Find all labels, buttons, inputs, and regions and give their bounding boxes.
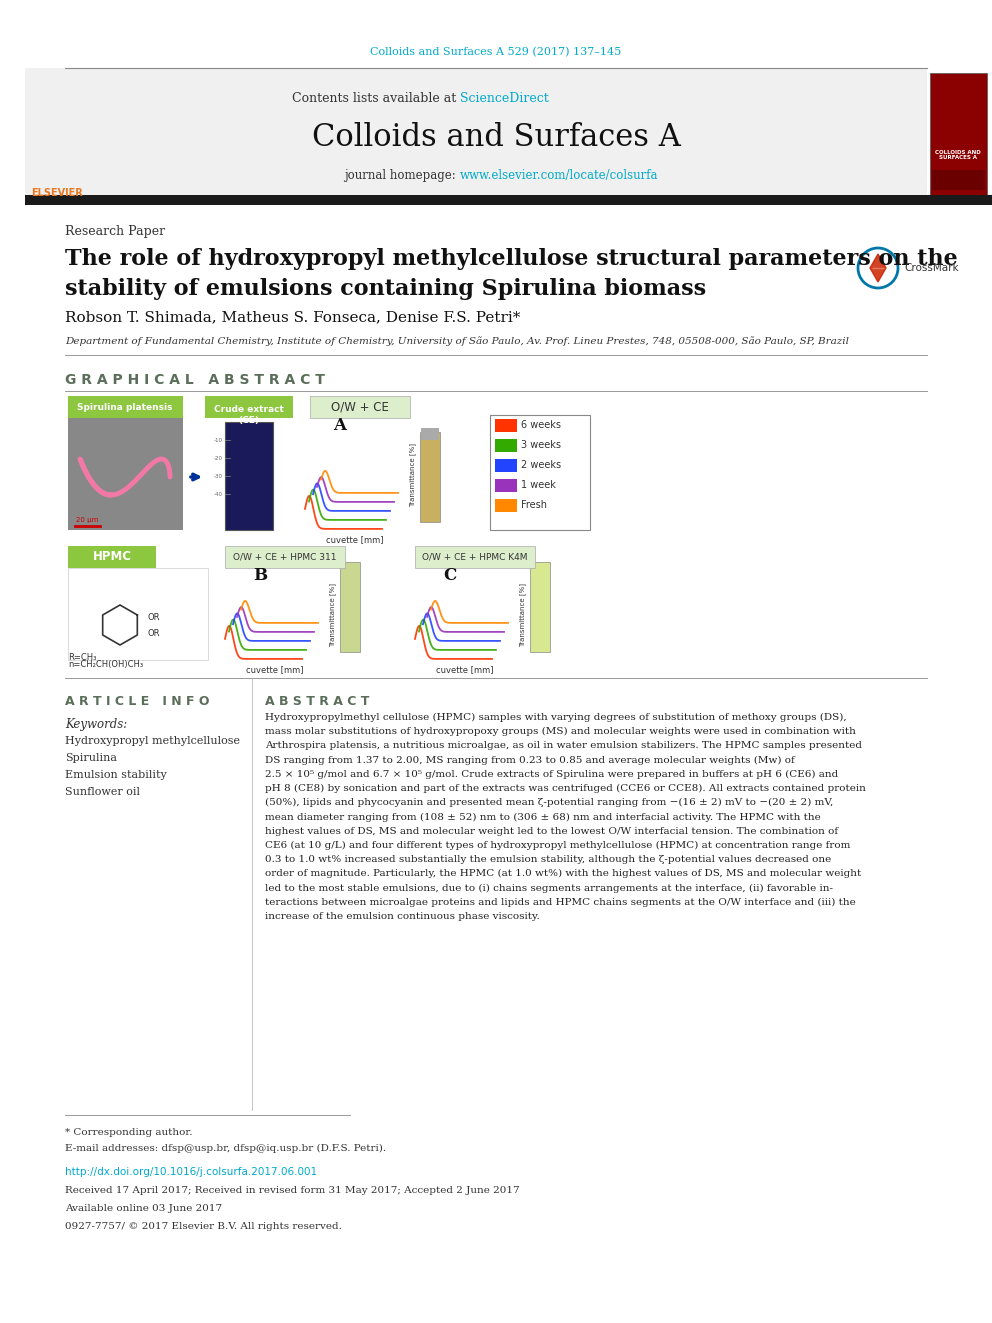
Text: Transmittance [%]: Transmittance [%] bbox=[520, 583, 527, 647]
Text: http://dx.doi.org/10.1016/j.colsurfa.2017.06.001: http://dx.doi.org/10.1016/j.colsurfa.201… bbox=[65, 1167, 317, 1177]
Bar bbox=[420, 433, 440, 523]
Bar bbox=[495, 419, 517, 433]
Bar bbox=[225, 422, 273, 531]
Text: cuvette [mm]: cuvette [mm] bbox=[326, 534, 384, 544]
Bar bbox=[68, 418, 183, 531]
Text: teractions between microalgae proteins and lipids and HPMC chains segments at th: teractions between microalgae proteins a… bbox=[265, 897, 856, 906]
Text: 1 week: 1 week bbox=[521, 480, 556, 490]
Text: -30: -30 bbox=[214, 474, 223, 479]
Text: Crude extract: Crude extract bbox=[214, 406, 284, 414]
Text: 2.5 × 10⁵ g/mol and 6.7 × 10⁵ g/mol. Crude extracts of Spirulina were prepared i: 2.5 × 10⁵ g/mol and 6.7 × 10⁵ g/mol. Cru… bbox=[265, 770, 838, 779]
Bar bbox=[495, 439, 517, 452]
Bar bbox=[495, 459, 517, 472]
Text: B: B bbox=[253, 566, 267, 583]
Text: Robson T. Shimada, Matheus S. Fonseca, Denise F.S. Petri*: Robson T. Shimada, Matheus S. Fonseca, D… bbox=[65, 310, 521, 324]
Text: O/W + CE: O/W + CE bbox=[331, 401, 389, 414]
Polygon shape bbox=[870, 254, 886, 282]
Text: pH 8 (CE8) by sonication and part of the extracts was centrifuged (CCE6 or CCE8): pH 8 (CE8) by sonication and part of the… bbox=[265, 785, 866, 792]
Bar bbox=[495, 499, 517, 512]
Bar bbox=[68, 396, 183, 418]
Bar bbox=[225, 546, 345, 568]
Bar bbox=[25, 67, 90, 194]
Text: stability of emulsions containing Spirulina biomass: stability of emulsions containing Spirul… bbox=[65, 278, 706, 300]
Text: Spirulina platensis: Spirulina platensis bbox=[77, 402, 173, 411]
Text: Sunflower oil: Sunflower oil bbox=[65, 787, 140, 796]
Text: -10: -10 bbox=[214, 438, 223, 442]
Text: CrossMark: CrossMark bbox=[904, 263, 958, 273]
Bar bbox=[310, 396, 410, 418]
Bar bbox=[490, 415, 590, 531]
Text: E-mail addresses: dfsp@usp.br, dfsp@iq.usp.br (D.F.S. Petri).: E-mail addresses: dfsp@usp.br, dfsp@iq.u… bbox=[65, 1144, 386, 1154]
Text: O/W + CE + HPMC K4M: O/W + CE + HPMC K4M bbox=[423, 553, 528, 561]
Text: 6 weeks: 6 weeks bbox=[521, 419, 561, 430]
Text: Transmittance [%]: Transmittance [%] bbox=[410, 443, 417, 507]
Text: COLLOIDS AND
SURFACES A: COLLOIDS AND SURFACES A bbox=[935, 149, 981, 160]
Text: OR: OR bbox=[148, 613, 161, 622]
Text: Arthrospira platensis, a nutritious microalgae, as oil in water emulsion stabili: Arthrospira platensis, a nutritious micr… bbox=[265, 741, 862, 750]
Text: Hydroxypropylmethyl cellulose (HPMC) samples with varying degrees of substitutio: Hydroxypropylmethyl cellulose (HPMC) sam… bbox=[265, 713, 846, 722]
Bar bbox=[930, 73, 987, 194]
Text: C: C bbox=[443, 566, 456, 583]
Bar bbox=[340, 562, 360, 652]
Text: journal homepage:: journal homepage: bbox=[344, 168, 460, 181]
Text: led to the most stable emulsions, due to (i) chains segments arrangements at the: led to the most stable emulsions, due to… bbox=[265, 884, 833, 893]
Bar bbox=[205, 396, 293, 418]
Bar bbox=[25, 194, 992, 205]
Bar bbox=[68, 546, 156, 568]
Text: Colloids and Surfaces A 529 (2017) 137–145: Colloids and Surfaces A 529 (2017) 137–1… bbox=[370, 46, 622, 57]
Text: Colloids and Surfaces A: Colloids and Surfaces A bbox=[311, 123, 681, 153]
Text: HPMC: HPMC bbox=[92, 550, 132, 564]
Text: CE6 (at 10 g/L) and four different types of hydroxypropyl methylcellulose (HPMC): CE6 (at 10 g/L) and four different types… bbox=[265, 841, 850, 849]
Bar bbox=[415, 546, 535, 568]
Text: mass molar substitutions of hydroxypropoxy groups (MS) and molecular weights wer: mass molar substitutions of hydroxypropo… bbox=[265, 728, 856, 737]
Text: Transmittance [%]: Transmittance [%] bbox=[329, 583, 336, 647]
Text: Fresh: Fresh bbox=[521, 500, 547, 509]
Text: ScienceDirect: ScienceDirect bbox=[460, 91, 549, 105]
Bar bbox=[530, 562, 550, 652]
Text: ELSEVIER: ELSEVIER bbox=[31, 188, 83, 198]
Text: cuvette [mm]: cuvette [mm] bbox=[436, 665, 494, 673]
Text: Department of Fundamental Chemistry, Institute of Chemistry, University of São P: Department of Fundamental Chemistry, Ins… bbox=[65, 336, 849, 345]
Text: 0927-7757/ © 2017 Elsevier B.V. All rights reserved.: 0927-7757/ © 2017 Elsevier B.V. All righ… bbox=[65, 1222, 342, 1230]
Text: highest values of DS, MS and molecular weight led to the lowest O/W interfacial : highest values of DS, MS and molecular w… bbox=[265, 827, 838, 836]
Bar bbox=[65, 67, 927, 194]
Text: OR: OR bbox=[148, 628, 161, 638]
Bar bbox=[495, 479, 517, 492]
Bar bbox=[421, 429, 439, 441]
Text: DS ranging from 1.37 to 2.00, MS ranging from 0.23 to 0.85 and average molecular: DS ranging from 1.37 to 2.00, MS ranging… bbox=[265, 755, 795, 765]
Text: order of magnitude. Particularly, the HPMC (at 1.0 wt%) with the highest values : order of magnitude. Particularly, the HP… bbox=[265, 869, 861, 878]
Text: -20: -20 bbox=[214, 455, 223, 460]
Text: A B S T R A C T: A B S T R A C T bbox=[265, 695, 369, 708]
Text: Available online 03 June 2017: Available online 03 June 2017 bbox=[65, 1204, 222, 1213]
Text: 20 μm: 20 μm bbox=[75, 517, 98, 523]
Text: The role of hydroxypropyl methylcellulose structural parameters on the: The role of hydroxypropyl methylcellulos… bbox=[65, 247, 957, 270]
Text: Spirulina: Spirulina bbox=[65, 753, 117, 763]
Text: 0.3 to 1.0 wt% increased substantially the emulsion stability, although the ζ-po: 0.3 to 1.0 wt% increased substantially t… bbox=[265, 855, 831, 864]
Text: www.elsevier.com/locate/colsurfa: www.elsevier.com/locate/colsurfa bbox=[460, 168, 659, 181]
Text: A: A bbox=[333, 417, 346, 434]
Text: (CE): (CE) bbox=[238, 415, 260, 425]
Bar bbox=[68, 568, 208, 660]
Text: 2 weeks: 2 weeks bbox=[521, 460, 561, 470]
Text: 3 weeks: 3 weeks bbox=[521, 441, 561, 450]
Text: Contents lists available at: Contents lists available at bbox=[292, 91, 460, 105]
Text: (50%), lipids and phycocyanin and presented mean ζ-potential ranging from −(16 ±: (50%), lipids and phycocyanin and presen… bbox=[265, 798, 833, 807]
Text: O/W + CE + HPMC 311: O/W + CE + HPMC 311 bbox=[233, 553, 336, 561]
Text: A R T I C L E   I N F O: A R T I C L E I N F O bbox=[65, 695, 209, 708]
Text: G R A P H I C A L   A B S T R A C T: G R A P H I C A L A B S T R A C T bbox=[65, 373, 324, 388]
Text: Emulsion stability: Emulsion stability bbox=[65, 770, 167, 781]
Text: R=CH₃: R=CH₃ bbox=[68, 654, 96, 662]
Text: Hydroxypropyl methylcellulose: Hydroxypropyl methylcellulose bbox=[65, 736, 240, 746]
Text: * Corresponding author.: * Corresponding author. bbox=[65, 1129, 192, 1136]
Text: cuvette [mm]: cuvette [mm] bbox=[246, 665, 304, 673]
Text: increase of the emulsion continuous phase viscosity.: increase of the emulsion continuous phas… bbox=[265, 912, 540, 921]
Text: n=CH₂CH(OH)CH₃: n=CH₂CH(OH)CH₃ bbox=[68, 660, 143, 669]
Text: -40: -40 bbox=[214, 492, 223, 496]
Text: Received 17 April 2017; Received in revised form 31 May 2017; Accepted 2 June 20: Received 17 April 2017; Received in revi… bbox=[65, 1185, 520, 1195]
Bar bbox=[932, 169, 985, 191]
Text: Keywords:: Keywords: bbox=[65, 718, 127, 732]
Text: mean diameter ranging from (108 ± 52) nm to (306 ± 68) nm and interfacial activi: mean diameter ranging from (108 ± 52) nm… bbox=[265, 812, 820, 822]
Text: Research Paper: Research Paper bbox=[65, 225, 165, 238]
